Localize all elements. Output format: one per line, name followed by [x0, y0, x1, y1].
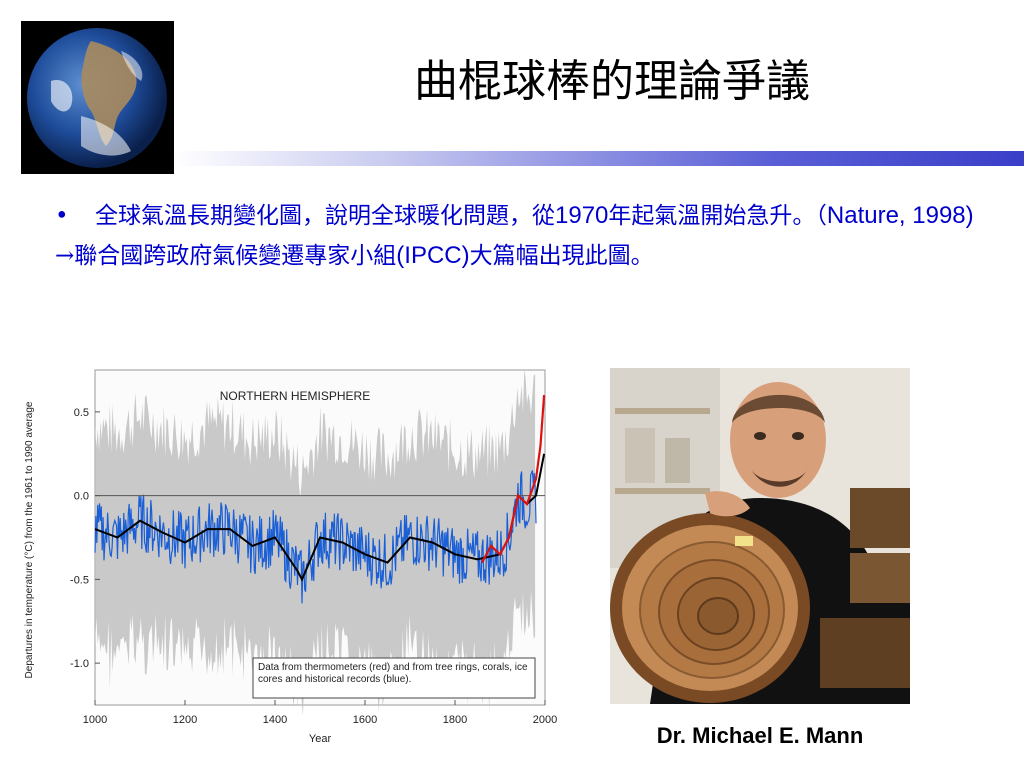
bullet-list: • 全球氣溫長期變化圖，說明全球暖化問題，從1970年起氣溫開始急升。（Natu…: [55, 196, 975, 276]
bullet-1-year: 1970: [555, 202, 609, 229]
y-tick-label: 0.5: [74, 407, 89, 419]
instrumental-series-line: [481, 395, 546, 564]
bullet-1-text: 全球氣溫長期變化圖，說明全球暖化問題，從: [95, 203, 555, 229]
x-tick-label: 1000: [83, 714, 107, 726]
x-tick-label: 2000: [533, 714, 557, 726]
arrow-icon: →: [55, 243, 75, 269]
bullet-item-2: →聯合國跨政府氣候變遷專家小組(IPCC)大篇幅出現此圖。: [55, 236, 975, 276]
x-tick-label: 1400: [263, 714, 287, 726]
photo-caption: Dr. Michael E. Mann: [656, 723, 864, 748]
bullet-item-1: • 全球氣溫長期變化圖，說明全球暖化問題，從1970年起氣溫開始急升。（Natu…: [55, 196, 975, 236]
bullet-1-mid: 年起氣溫開始急升。（: [608, 203, 827, 229]
y-tick-label: 0.0: [74, 491, 89, 503]
bullet-1-citation: Nature, 1998): [826, 202, 974, 229]
page-title: 曲棍球棒的理論爭議: [414, 56, 810, 107]
earth-image: [21, 21, 174, 174]
bullet-2-ipcc: (IPCC): [396, 242, 470, 269]
bullet-dot-icon: •: [55, 203, 69, 229]
x-axis-label: Year: [309, 733, 332, 745]
chart-annotation: Data from thermometers (red) and from tr…: [258, 662, 528, 685]
chart-title: NORTHERN HEMISPHERE: [220, 389, 370, 403]
x-tick-label: 1800: [443, 714, 467, 726]
x-tick-label: 1200: [173, 714, 197, 726]
y-axis-label: Departures in temperature (°C) from the …: [24, 401, 35, 678]
bullet-2-suffix: 大篇幅出現此圖。: [469, 243, 654, 269]
annotation-box: [252, 657, 536, 699]
y-tick-label: -0.5: [70, 574, 89, 586]
y-tick-label: -1.0: [70, 658, 89, 670]
x-tick-label: 1600: [353, 714, 377, 726]
mann-photo: [610, 368, 910, 704]
bullet-2-text: 聯合國跨政府氣候變遷專家小組: [74, 243, 397, 269]
title-divider: [174, 151, 1024, 166]
hockey-stick-chart: NORTHERN HEMISPHERE 0.5 0.0 -0.5 -1.0 1000 1…: [20, 360, 565, 750]
